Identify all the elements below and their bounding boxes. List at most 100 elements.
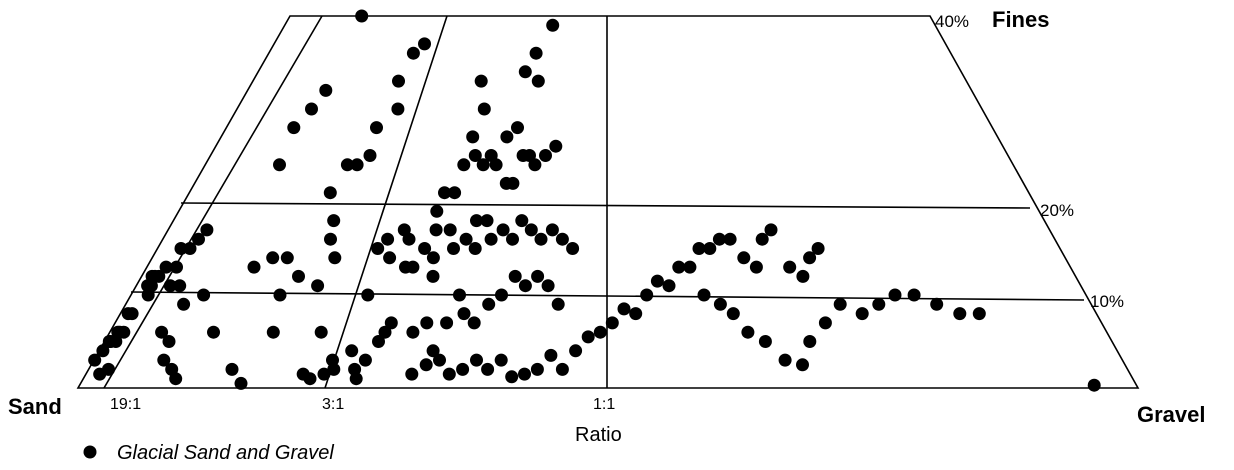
- data-point: [531, 74, 545, 88]
- data-point: [453, 288, 466, 302]
- data-point: [349, 372, 363, 386]
- data-point: [459, 232, 473, 246]
- data-point: [723, 232, 737, 246]
- data-point: [405, 367, 419, 381]
- data-point: [418, 242, 432, 255]
- data-point: [758, 335, 772, 348]
- data-point: [426, 269, 440, 283]
- fines-tick-40: 40%: [935, 12, 969, 31]
- data-point: [96, 344, 110, 358]
- data-point: [581, 330, 595, 344]
- data-point: [518, 279, 532, 293]
- data-point: [292, 269, 305, 283]
- data-point: [225, 362, 239, 376]
- data-point: [508, 269, 522, 283]
- data-point: [273, 288, 287, 302]
- data-point: [818, 316, 832, 330]
- data-point: [266, 251, 280, 265]
- data-point: [418, 37, 431, 51]
- data-point: [477, 102, 491, 116]
- data-point: [159, 260, 173, 274]
- data-point: [907, 288, 921, 302]
- data-point: [783, 260, 797, 274]
- data-point: [755, 232, 769, 246]
- data-point: [749, 260, 763, 274]
- data-point: [163, 279, 177, 293]
- data-point: [402, 232, 416, 246]
- fines-label: Fines: [992, 7, 1049, 32]
- data-point: [169, 372, 183, 386]
- data-point: [703, 242, 717, 255]
- data-point: [495, 288, 508, 302]
- data-point: [518, 65, 532, 79]
- data-point: [741, 325, 755, 339]
- data-point: [273, 158, 286, 172]
- data-point: [484, 232, 498, 246]
- data-point: [125, 307, 139, 321]
- data-point: [117, 325, 131, 339]
- data-point: [361, 288, 375, 302]
- data-point: [442, 367, 456, 381]
- gridline-20pct: [180, 202, 1031, 209]
- data-point: [152, 269, 166, 283]
- data-point: [174, 242, 188, 255]
- data-point: [555, 362, 569, 376]
- data-point: [796, 358, 809, 372]
- data-point: [430, 204, 444, 218]
- data-point: [470, 214, 483, 228]
- data-point: [447, 242, 460, 255]
- data-point: [192, 232, 205, 246]
- data-point: [505, 370, 519, 384]
- data-point: [420, 316, 434, 330]
- data-point: [712, 232, 726, 246]
- data-point: [529, 46, 543, 60]
- data-point: [803, 335, 817, 348]
- data-point: [378, 325, 392, 339]
- data-point: [640, 288, 654, 302]
- data-point: [468, 149, 482, 162]
- data-point: [629, 307, 643, 321]
- data-point: [872, 297, 886, 311]
- legend-marker: [83, 445, 97, 459]
- data-point: [511, 121, 524, 135]
- data-point: [177, 297, 191, 311]
- data-point: [474, 74, 488, 88]
- data-point: [496, 223, 510, 237]
- data-point: [726, 307, 740, 321]
- ratio-tick-19-1: 19:1: [110, 396, 141, 413]
- data-point: [426, 251, 440, 265]
- scatter-points: [88, 9, 1101, 392]
- data-point: [197, 288, 211, 302]
- data-point: [363, 149, 377, 162]
- data-point: [713, 297, 727, 311]
- data-point: [406, 260, 420, 274]
- data-point: [500, 130, 514, 144]
- data-point: [327, 214, 341, 228]
- data-point: [650, 274, 664, 288]
- data-point: [358, 353, 372, 367]
- data-point: [311, 279, 325, 293]
- data-point: [531, 269, 545, 283]
- data-point: [506, 232, 519, 246]
- gravel-label: Gravel: [1137, 402, 1206, 427]
- data-point: [605, 316, 619, 330]
- data-point: [438, 186, 451, 200]
- data-point: [88, 353, 102, 367]
- data-point: [855, 307, 869, 321]
- data-point: [953, 307, 967, 321]
- data-point: [566, 242, 580, 255]
- data-point: [796, 269, 810, 283]
- data-point: [303, 372, 317, 386]
- data-point: [102, 362, 115, 376]
- data-point: [280, 251, 294, 265]
- data-point: [355, 9, 369, 23]
- data-point: [350, 158, 364, 172]
- data-point: [448, 186, 462, 200]
- data-point: [888, 288, 902, 302]
- data-point: [506, 176, 520, 190]
- data-point: [109, 335, 123, 348]
- data-point: [372, 335, 385, 348]
- data-point: [183, 242, 197, 255]
- data-point: [200, 223, 214, 237]
- data-point: [305, 102, 318, 116]
